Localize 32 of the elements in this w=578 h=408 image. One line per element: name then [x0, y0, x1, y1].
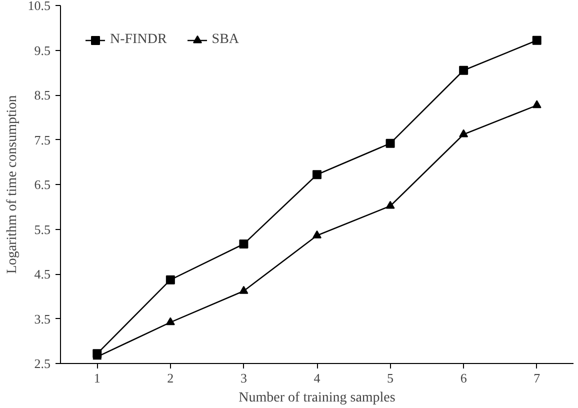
point	[312, 230, 322, 238]
y-axis-title: Logarithm of time consumption	[4, 95, 20, 274]
x-tick-label: 6	[460, 370, 468, 386]
point	[312, 170, 322, 180]
x-tick-label: 3	[240, 370, 247, 386]
legend-label: N-FINDR	[110, 32, 167, 48]
x-tick-label: 2	[167, 370, 174, 386]
point	[166, 317, 175, 326]
x-axis-title: Number of training samples	[238, 390, 396, 406]
y-tick-label: 8.5	[34, 88, 50, 102]
y-tick-label: 9.5	[34, 42, 50, 58]
legend-label: SBA	[212, 32, 240, 48]
point	[239, 286, 248, 294]
x-tick-label: 1	[94, 370, 100, 386]
x-tick-label: 5	[387, 370, 394, 386]
y-tick-label: 7.5	[34, 132, 50, 148]
x-tick-label: 7	[534, 370, 541, 386]
point	[532, 36, 542, 45]
point	[166, 275, 175, 284]
point	[386, 138, 395, 148]
x-tick-label: 4	[314, 370, 321, 386]
point	[239, 240, 248, 249]
point	[459, 129, 468, 138]
point	[532, 100, 542, 108]
y-tick-label: 2.5	[34, 356, 50, 371]
y-tick-label: 4.5	[34, 266, 50, 282]
point	[386, 200, 395, 209]
y-tick-label: 6.5	[34, 177, 50, 192]
y-tick-label: 3.5	[34, 311, 50, 326]
y-tick-label: 10.5	[28, 0, 50, 13]
point	[459, 66, 468, 75]
y-tick-label: 5.5	[34, 222, 50, 237]
